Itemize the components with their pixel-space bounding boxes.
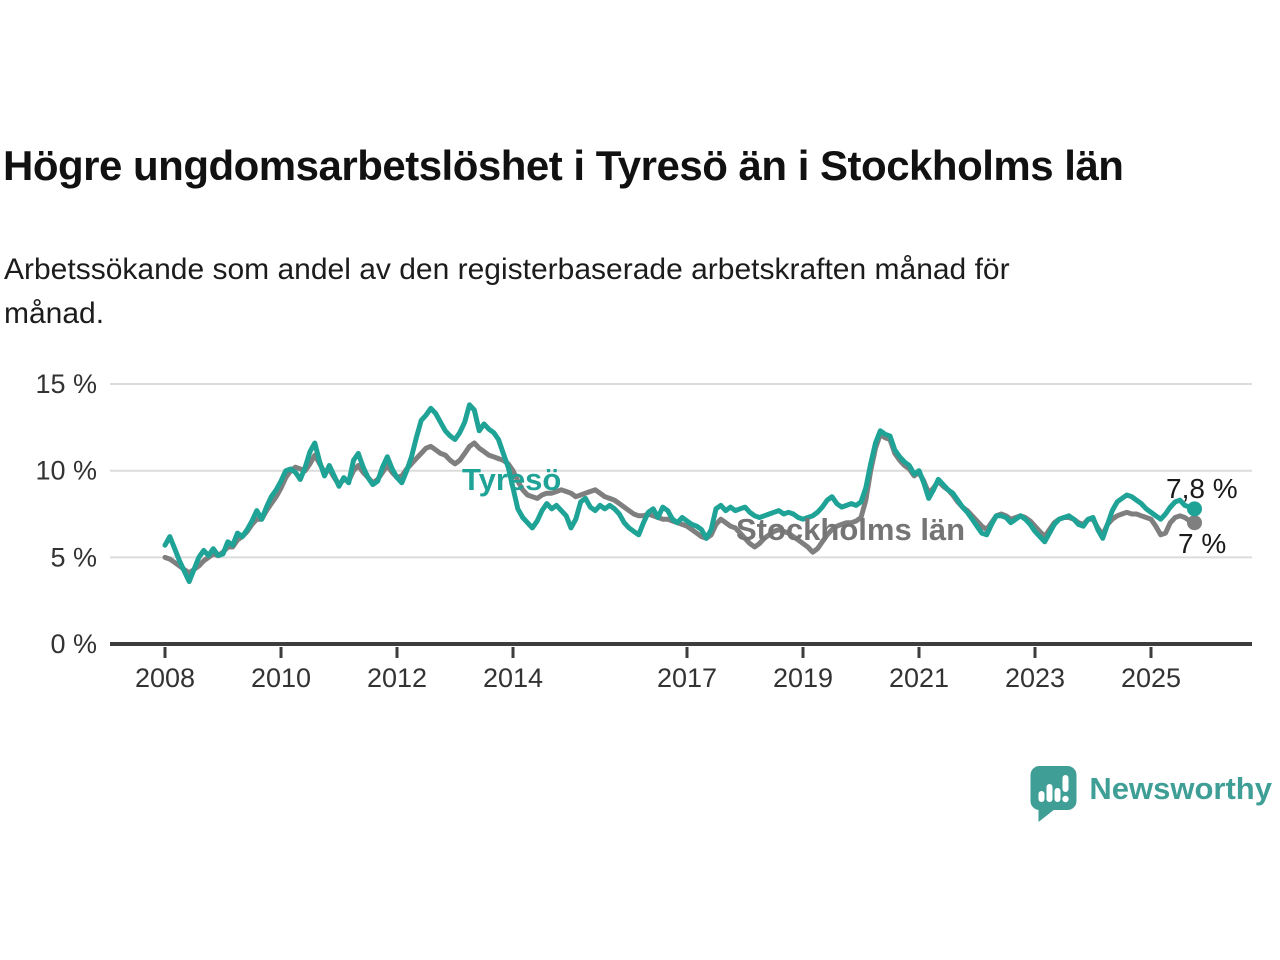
chart-subtitle-line1: Arbetssökande som andel av den registerb… (4, 253, 1010, 286)
series-end-dot-stockholms-lan (1187, 515, 1202, 531)
x-tick-label-2008: 2008 (135, 663, 195, 693)
x-tick-label-2014: 2014 (483, 663, 543, 693)
y-tick-label-10: 10 % (35, 456, 97, 486)
series-end-dot-tyreso (1187, 501, 1202, 517)
newsworthy-icon (1030, 766, 1077, 822)
series-line-tyreso (162, 402, 1197, 585)
y-tick-label-5: 5 % (50, 542, 97, 572)
x-tick-label-2010: 2010 (251, 663, 311, 693)
page-title: Högre ungdomsarbetslöshet i Tyresö än i … (3, 142, 1124, 189)
x-tick-label-2017: 2017 (657, 663, 717, 693)
x-tick-label-2025: 2025 (1121, 663, 1181, 693)
newsworthy-logo: Newsworthy (1030, 766, 1272, 823)
end-value-label-stockholms-lan: 7 % (1178, 528, 1226, 559)
series-label-tyreso: Tyresö (462, 462, 561, 497)
unemployment-line-chart: 2008 2010 2012 2014 2017 2019 2021 2023 2025 0 % 5… (35, 369, 1252, 693)
end-value-label-tyreso: 7,8 % (1166, 473, 1238, 504)
y-tick-label-15: 15 % (35, 369, 97, 399)
x-tick-label-2023: 2023 (1005, 663, 1065, 693)
newsworthy-wordmark: Newsworthy (1089, 771, 1272, 806)
chart-subtitle-line2: månad. (4, 297, 105, 330)
series-label-stockholms-lan: Stockholms län (736, 512, 965, 547)
y-tick-label-0: 0 % (50, 629, 97, 659)
x-tick-label-2021: 2021 (889, 663, 949, 693)
chart-subtitle: Arbetssökande som andel av den registerb… (4, 248, 1214, 336)
x-tick-label-2019: 2019 (773, 663, 833, 693)
x-tick-label-2012: 2012 (367, 663, 427, 693)
